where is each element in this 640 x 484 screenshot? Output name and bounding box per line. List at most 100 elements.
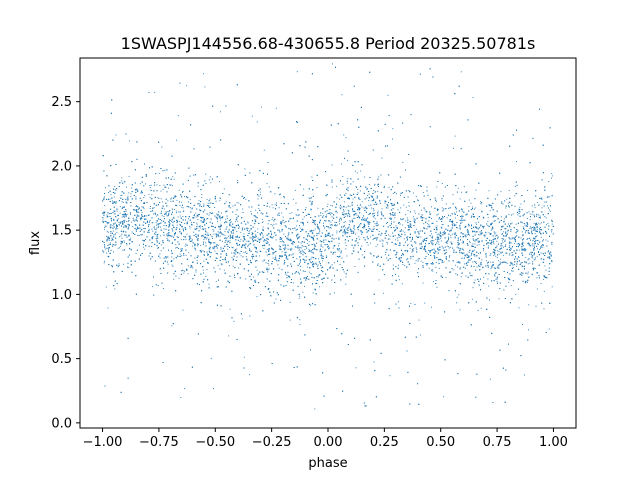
data-point bbox=[237, 236, 239, 238]
data-point bbox=[194, 214, 195, 216]
data-point bbox=[217, 214, 219, 215]
data-point bbox=[236, 230, 238, 232]
data-point bbox=[219, 181, 220, 183]
data-point bbox=[494, 233, 496, 235]
data-point bbox=[476, 244, 478, 246]
data-point bbox=[400, 207, 401, 209]
data-point bbox=[354, 244, 356, 246]
data-point bbox=[376, 203, 378, 205]
data-point bbox=[116, 228, 118, 230]
data-point bbox=[290, 217, 292, 219]
data-point bbox=[214, 242, 216, 244]
data-point bbox=[531, 230, 533, 232]
data-point bbox=[352, 181, 354, 183]
data-point bbox=[460, 276, 462, 278]
data-point bbox=[359, 190, 361, 192]
data-point bbox=[409, 236, 410, 238]
data-point bbox=[472, 243, 474, 245]
data-point bbox=[471, 244, 473, 246]
data-point bbox=[447, 236, 449, 238]
data-point bbox=[510, 262, 512, 264]
data-point bbox=[232, 205, 234, 207]
data-point bbox=[115, 134, 117, 136]
data-point bbox=[278, 207, 280, 209]
data-point bbox=[344, 239, 346, 241]
data-point bbox=[487, 217, 489, 219]
data-point bbox=[300, 221, 302, 223]
data-point bbox=[480, 201, 482, 203]
data-point bbox=[515, 241, 516, 243]
data-point bbox=[104, 245, 106, 247]
data-point bbox=[306, 235, 308, 236]
data-point bbox=[109, 242, 111, 244]
data-point bbox=[309, 261, 311, 263]
data-point bbox=[546, 277, 548, 279]
data-point bbox=[120, 195, 122, 196]
data-point bbox=[208, 283, 210, 285]
data-point bbox=[342, 176, 344, 177]
data-point bbox=[488, 285, 490, 287]
data-point bbox=[398, 236, 400, 238]
data-point bbox=[534, 233, 536, 235]
data-point bbox=[294, 246, 296, 248]
data-point bbox=[321, 267, 323, 269]
data-point bbox=[219, 219, 221, 221]
data-point bbox=[526, 218, 528, 219]
data-point bbox=[520, 237, 522, 239]
data-point bbox=[172, 265, 174, 267]
data-point bbox=[143, 207, 145, 209]
data-point bbox=[176, 222, 178, 224]
data-point bbox=[331, 186, 333, 188]
data-point bbox=[407, 245, 408, 247]
data-point bbox=[533, 259, 535, 261]
data-point bbox=[368, 228, 370, 229]
data-point bbox=[235, 214, 237, 215]
data-point bbox=[395, 254, 396, 256]
data-point bbox=[283, 241, 284, 243]
data-point bbox=[312, 292, 314, 294]
data-point bbox=[541, 222, 542, 224]
data-point bbox=[185, 254, 187, 256]
data-point bbox=[361, 206, 363, 208]
data-point bbox=[481, 210, 483, 212]
data-point bbox=[251, 231, 253, 233]
data-points bbox=[102, 63, 554, 410]
data-point bbox=[504, 239, 506, 241]
data-point bbox=[441, 199, 443, 201]
data-point bbox=[528, 211, 530, 213]
data-point bbox=[407, 224, 409, 226]
data-point bbox=[169, 219, 170, 221]
data-point bbox=[201, 194, 203, 195]
data-point bbox=[339, 264, 341, 266]
data-point bbox=[431, 242, 433, 244]
data-point bbox=[130, 187, 132, 189]
data-point bbox=[130, 205, 132, 207]
data-point bbox=[167, 263, 169, 265]
data-point bbox=[495, 278, 497, 280]
data-point bbox=[468, 199, 470, 201]
data-point bbox=[395, 225, 397, 227]
data-point bbox=[230, 225, 232, 227]
data-point bbox=[448, 207, 450, 209]
data-point bbox=[275, 298, 277, 300]
data-point bbox=[485, 255, 487, 257]
data-point bbox=[525, 256, 527, 258]
data-point bbox=[241, 229, 243, 231]
data-point bbox=[263, 247, 265, 249]
data-point bbox=[217, 265, 219, 267]
data-point bbox=[196, 224, 198, 226]
data-point bbox=[418, 232, 420, 234]
data-point bbox=[330, 221, 332, 223]
data-point bbox=[422, 192, 424, 193]
data-point bbox=[281, 238, 282, 240]
data-point bbox=[138, 209, 140, 210]
data-point bbox=[435, 266, 437, 268]
data-point bbox=[357, 226, 359, 228]
data-point bbox=[341, 94, 343, 96]
data-point bbox=[521, 253, 523, 255]
data-point bbox=[155, 224, 157, 226]
data-point bbox=[454, 237, 456, 239]
data-point bbox=[361, 201, 363, 203]
data-point bbox=[496, 240, 498, 242]
data-point bbox=[404, 265, 406, 267]
